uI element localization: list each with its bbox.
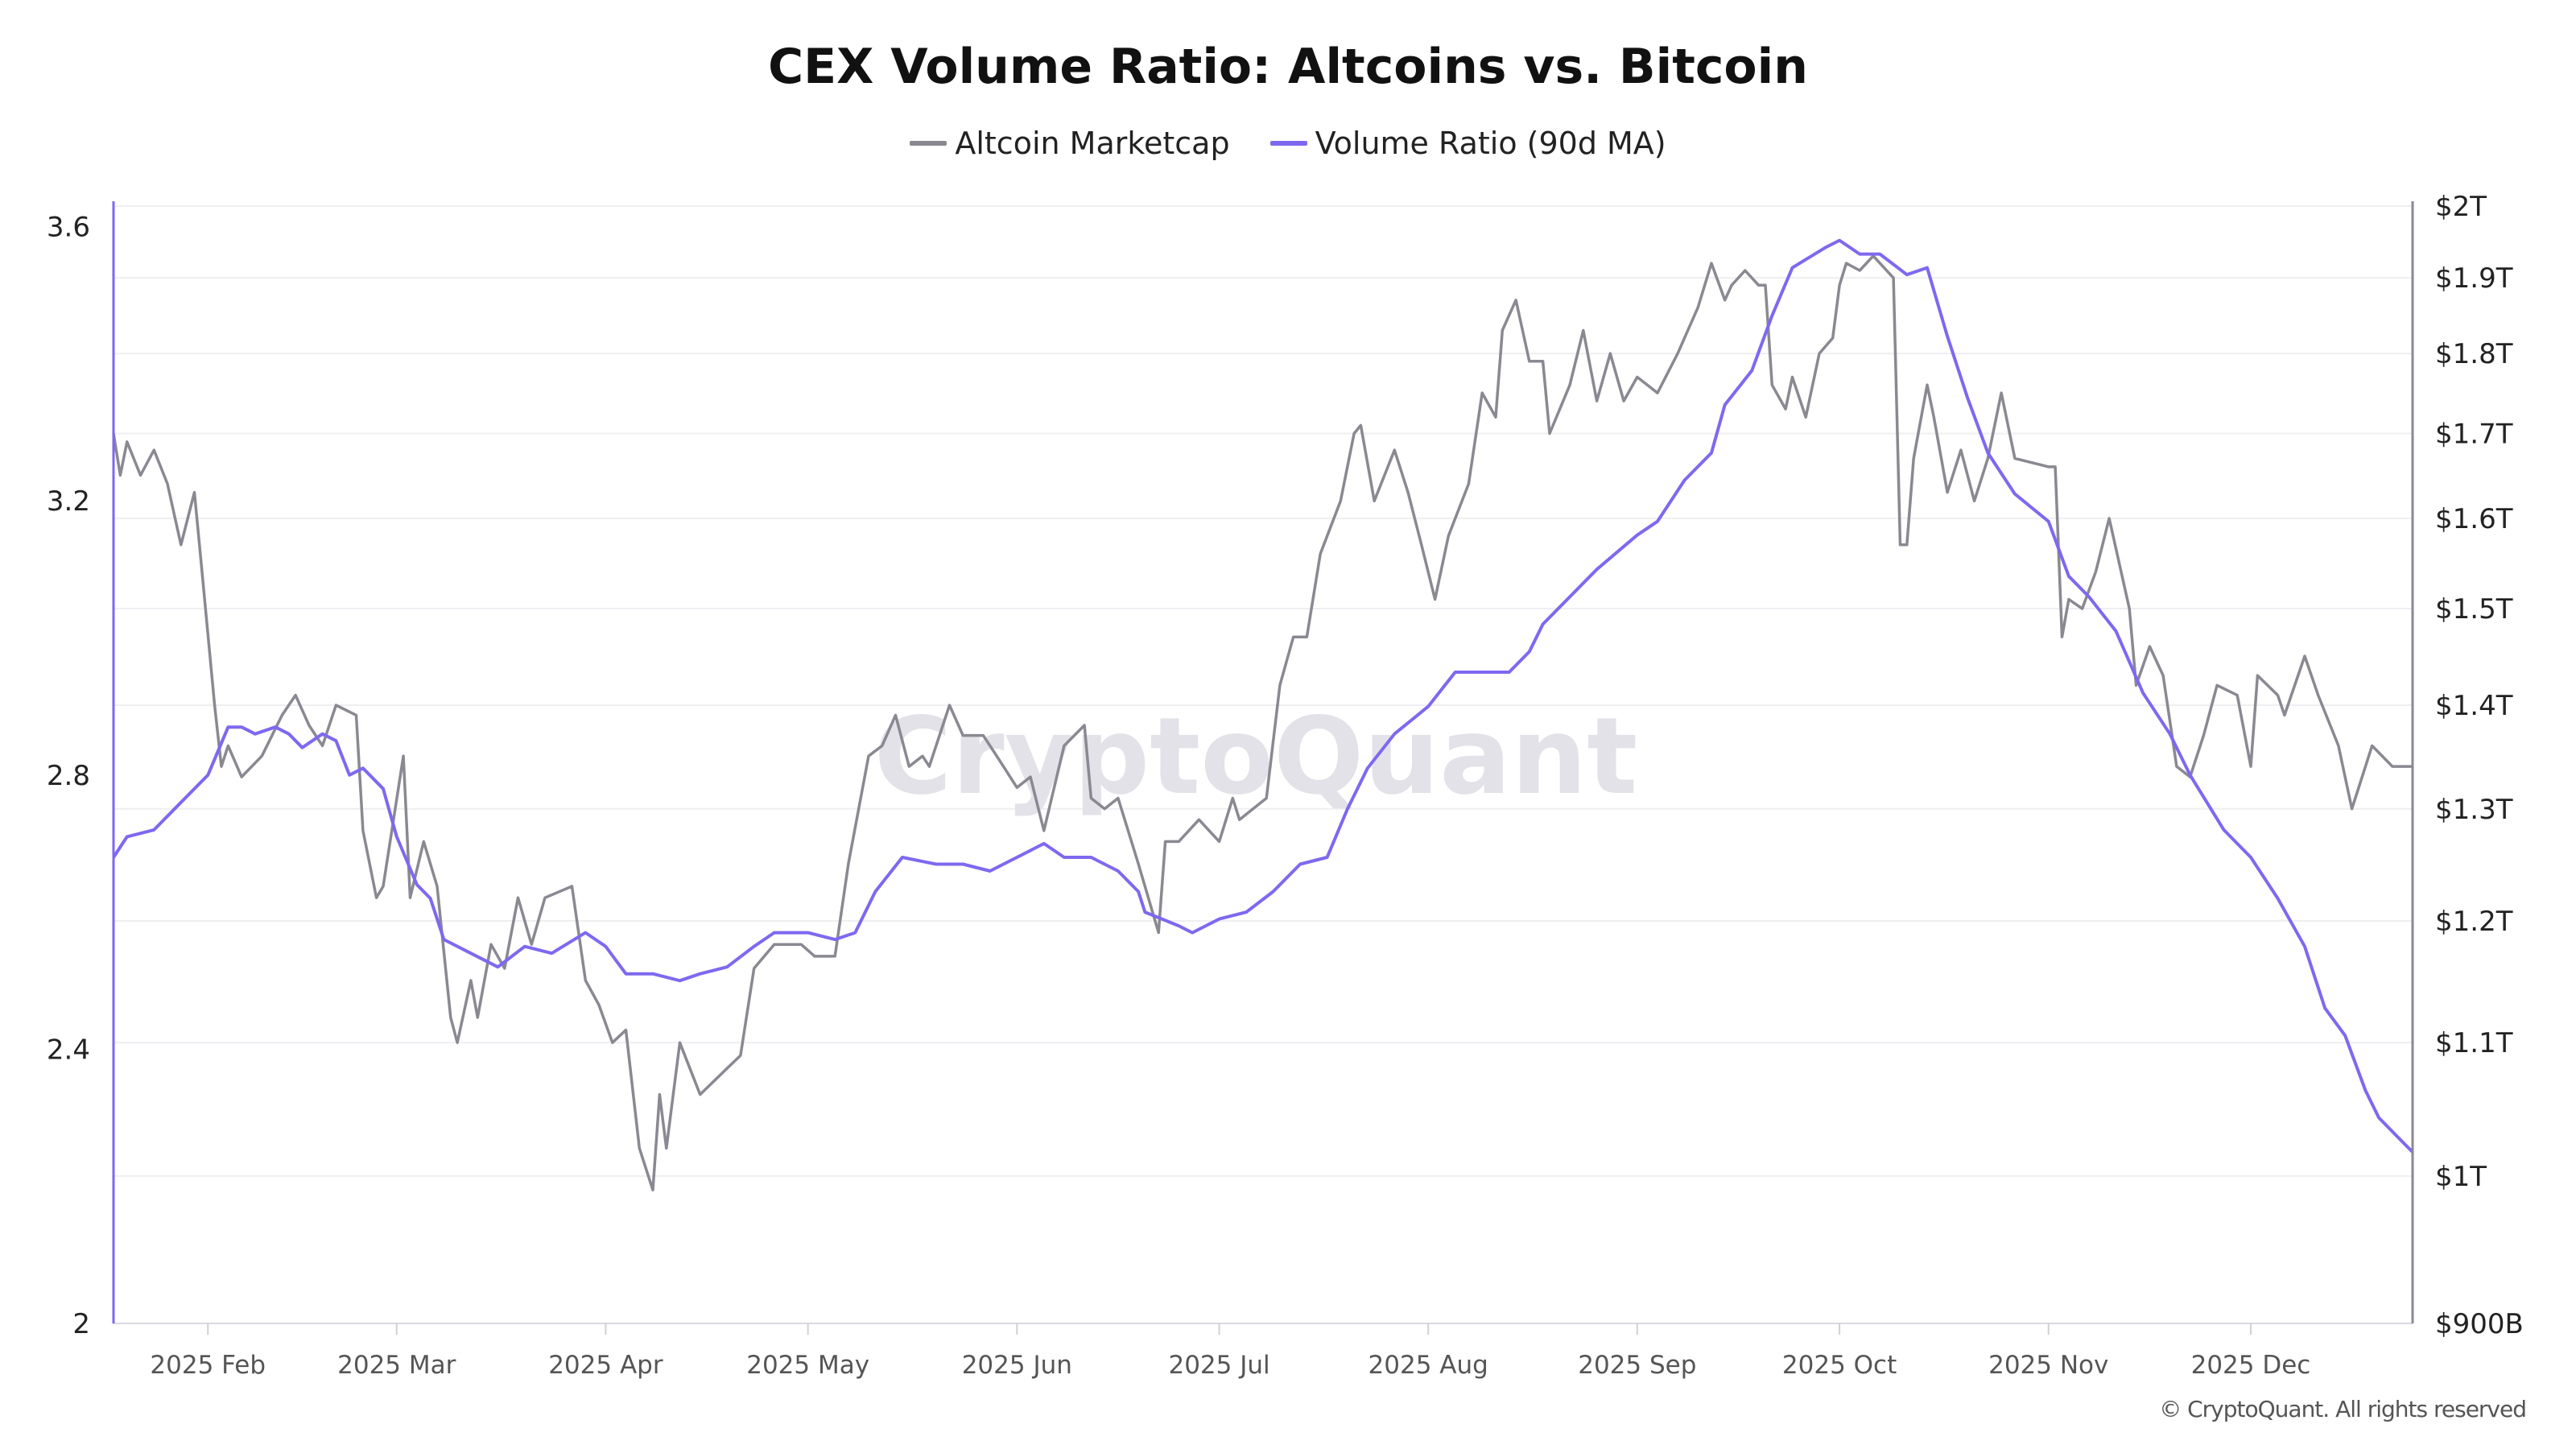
- y-right-tick-label: $1.2T: [2435, 906, 2513, 938]
- y-right-tick-label: $900B: [2435, 1308, 2524, 1340]
- legend-item-volume-ratio[interactable]: Volume Ratio (90d MA): [1269, 126, 1666, 161]
- chart-title: CEX Volume Ratio: Altcoins vs. Bitcoin: [768, 39, 1808, 95]
- x-tick-label: 2025 Feb: [150, 1351, 266, 1380]
- watermark-logo: CryptoQuant: [874, 695, 1638, 819]
- y-right-tick-label: $1.8T: [2435, 338, 2513, 370]
- legend-label: Volume Ratio (90d MA): [1315, 126, 1666, 161]
- x-tick-label: 2025 Dec: [2191, 1351, 2311, 1380]
- y-right-tick-label: $1.1T: [2435, 1027, 2513, 1059]
- x-tick-label: 2025 Mar: [337, 1351, 456, 1380]
- legend-item-altcoin-marketcap[interactable]: Altcoin Marketcap: [910, 126, 1230, 161]
- y-left-tick-label: 2.8: [47, 760, 90, 792]
- y-right-tick-label: $1.5T: [2435, 593, 2513, 625]
- x-tick-label: 2025 Jul: [1168, 1351, 1269, 1380]
- y-left-tick-label: 2.4: [47, 1034, 90, 1066]
- y-left-tick-label: 3.6: [47, 212, 90, 244]
- y-left-tick-label: 2: [72, 1308, 90, 1340]
- y-right-tick-label: $1.6T: [2435, 503, 2513, 535]
- legend: Altcoin Marketcap Volume Ratio (90d MA): [0, 126, 2576, 161]
- x-tick-label: 2025 Jun: [962, 1351, 1072, 1380]
- legend-swatch-volume-ratio: [1269, 141, 1307, 146]
- y-right-tick-label: $2T: [2435, 191, 2487, 223]
- y-left-tick-label: 3.2: [47, 485, 90, 518]
- legend-label: Altcoin Marketcap: [955, 126, 1230, 161]
- copyright-notice: © CryptoQuant. All rights reserved: [2159, 1396, 2527, 1422]
- x-tick-label: 2025 Oct: [1782, 1351, 1897, 1380]
- x-tick-label: 2025 Sep: [1578, 1351, 1696, 1380]
- y-right-tick-label: $1.4T: [2435, 690, 2513, 722]
- series-line-volume-ratio: [112, 238, 2414, 1154]
- y-right-tick-label: $1.7T: [2435, 418, 2513, 450]
- legend-swatch-altcoin-marketcap: [910, 141, 947, 146]
- x-tick-label: 2025 Nov: [1988, 1351, 2108, 1380]
- y-right-tick-label: $1T: [2435, 1161, 2487, 1193]
- x-tick-label: 2025 Aug: [1368, 1351, 1488, 1380]
- y-right-tick-label: $1.9T: [2435, 262, 2513, 295]
- series-line-altcoin-marketcap: [112, 254, 2413, 1192]
- x-tick-label: 2025 Apr: [548, 1351, 663, 1380]
- x-tick-label: 2025 May: [746, 1351, 869, 1380]
- y-right-tick-label: $1.3T: [2435, 794, 2513, 826]
